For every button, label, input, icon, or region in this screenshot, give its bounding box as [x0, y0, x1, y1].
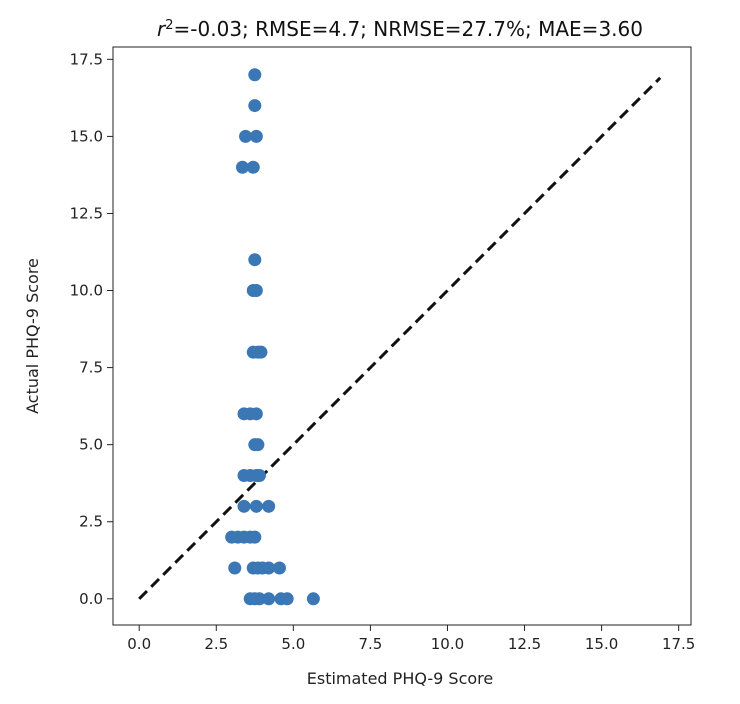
data-point	[246, 160, 260, 174]
plot-area-frame	[112, 46, 692, 626]
data-point	[262, 561, 276, 575]
y-tick-label: 12.5	[70, 204, 103, 222]
x-tick-label: 17.5	[662, 635, 695, 653]
y-tick-label: 5.0	[79, 436, 103, 454]
data-point	[249, 499, 263, 513]
y-tick-label: 0.0	[79, 590, 103, 608]
x-tick-label: 2.5	[204, 635, 228, 653]
x-tick-label: 7.5	[358, 635, 382, 653]
data-point	[249, 284, 263, 298]
data-point	[248, 253, 262, 267]
data-point	[248, 530, 262, 544]
points-layer	[225, 68, 320, 606]
data-point	[262, 592, 276, 606]
x-tick-label: 15.0	[585, 635, 618, 653]
y-axis-label: Actual PHQ-9 Score	[23, 258, 42, 414]
x-tick-label: 10.0	[431, 635, 464, 653]
chart-title: r2=-0.03; RMSE=4.7; NRMSE=27.7%; MAE=3.6…	[157, 17, 643, 41]
data-point	[252, 468, 266, 482]
x-tick-label: 12.5	[508, 635, 541, 653]
data-point	[228, 561, 242, 575]
identity-reference-line	[138, 76, 662, 600]
data-point	[262, 499, 276, 513]
data-point	[235, 160, 249, 174]
title-r-symbol: r	[157, 17, 167, 41]
data-point	[249, 129, 263, 143]
data-point	[251, 438, 265, 452]
x-axis-label: Estimated PHQ-9 Score	[307, 669, 493, 688]
y-tick-label: 2.5	[79, 513, 103, 531]
y-tick-label: 15.0	[70, 127, 103, 145]
data-point	[239, 129, 253, 143]
data-point	[237, 499, 251, 513]
y-tick-label: 17.5	[70, 50, 103, 68]
y-tick-label: 10.0	[70, 282, 103, 300]
data-point	[306, 592, 320, 606]
data-point	[248, 99, 262, 113]
y-tick-label: 7.5	[79, 359, 103, 377]
title-metrics: =-0.03; RMSE=4.7; NRMSE=27.7%; MAE=3.60	[174, 17, 643, 41]
x-tick-label: 0.0	[127, 635, 151, 653]
data-point	[252, 592, 266, 606]
data-point	[249, 407, 263, 421]
data-point	[272, 561, 286, 575]
data-point	[280, 592, 294, 606]
data-point	[248, 68, 262, 82]
title-r-exponent: 2	[165, 18, 173, 33]
data-point	[254, 345, 268, 359]
x-axis-ticks: 0.0 2.5 5.0 7.5 10.0 12.5 15.0 17.5	[127, 625, 695, 653]
x-tick-label: 5.0	[281, 635, 305, 653]
y-axis-ticks: 0.0 2.5 5.0 7.5 10.0 12.5 15.0 17.5	[70, 50, 113, 608]
reference-line-layer	[138, 76, 662, 600]
